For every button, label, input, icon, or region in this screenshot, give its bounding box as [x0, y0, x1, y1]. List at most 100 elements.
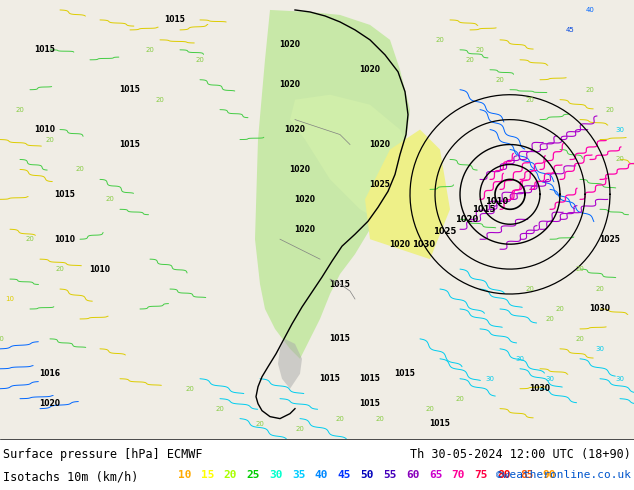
Text: 20: 20: [476, 47, 484, 53]
Text: Th 30-05-2024 12:00 UTC (18+90): Th 30-05-2024 12:00 UTC (18+90): [410, 448, 631, 461]
Text: 1030: 1030: [590, 304, 611, 314]
Text: 20: 20: [546, 316, 555, 322]
Text: 1020: 1020: [389, 240, 410, 249]
Text: 1020: 1020: [280, 80, 301, 89]
Text: 35: 35: [292, 470, 306, 480]
Text: 1010: 1010: [55, 235, 75, 244]
Text: 1020: 1020: [295, 195, 316, 204]
Text: 20: 20: [595, 286, 604, 292]
Text: 1020: 1020: [295, 225, 316, 234]
Text: 20: 20: [155, 97, 164, 103]
Text: 30: 30: [616, 376, 624, 382]
Text: 20: 20: [586, 87, 595, 93]
Text: 20: 20: [16, 107, 25, 113]
Text: 1015: 1015: [394, 369, 415, 378]
Text: ©weatheronline.co.uk: ©weatheronline.co.uk: [496, 470, 631, 480]
Text: 1010: 1010: [34, 125, 56, 134]
Text: 20: 20: [335, 416, 344, 421]
Text: 20: 20: [605, 107, 614, 113]
Text: 20: 20: [456, 396, 465, 402]
Text: 20: 20: [526, 286, 534, 292]
Text: 10: 10: [6, 296, 15, 302]
Text: 1015: 1015: [330, 334, 351, 343]
Text: 20: 20: [256, 420, 264, 427]
Text: 30: 30: [545, 376, 555, 382]
Text: 1020: 1020: [359, 65, 380, 74]
Text: 1020: 1020: [285, 125, 306, 134]
Text: 55: 55: [383, 470, 397, 480]
Text: 85: 85: [520, 470, 533, 480]
Text: 20: 20: [106, 196, 115, 202]
Text: 20: 20: [616, 156, 624, 163]
Text: Isotachs 10m (km/h): Isotachs 10m (km/h): [3, 470, 138, 483]
Text: 80: 80: [497, 470, 511, 480]
Text: 1030: 1030: [412, 240, 435, 249]
Text: 1015: 1015: [120, 85, 141, 94]
Text: 60: 60: [406, 470, 420, 480]
Text: 20: 20: [75, 167, 84, 172]
Text: 1020: 1020: [39, 399, 60, 408]
Text: 20: 20: [195, 57, 204, 63]
Text: 20: 20: [216, 406, 224, 412]
Text: 1025: 1025: [600, 235, 621, 244]
Text: 30: 30: [269, 470, 283, 480]
Text: 25: 25: [247, 470, 260, 480]
Text: 20: 20: [56, 266, 65, 272]
Text: 20: 20: [465, 57, 474, 63]
Text: 30: 30: [595, 346, 604, 352]
Text: 1010: 1010: [89, 265, 110, 273]
Text: 20: 20: [496, 77, 505, 83]
Text: 20: 20: [555, 306, 564, 312]
Text: 20: 20: [526, 97, 534, 103]
Text: 20: 20: [375, 416, 384, 421]
Polygon shape: [278, 339, 302, 389]
Text: 1015: 1015: [330, 280, 351, 289]
Text: 1015: 1015: [55, 190, 75, 199]
Polygon shape: [290, 95, 420, 229]
Text: 1015: 1015: [430, 419, 450, 428]
Text: 20: 20: [0, 336, 4, 342]
Text: 20: 20: [295, 426, 304, 432]
Text: 1030: 1030: [529, 384, 550, 393]
Text: 20: 20: [46, 137, 55, 143]
Text: 1015: 1015: [320, 374, 340, 383]
Text: 1025: 1025: [370, 180, 391, 189]
Text: 10: 10: [178, 470, 191, 480]
Text: 20: 20: [576, 266, 585, 272]
Text: 30: 30: [515, 356, 524, 362]
Text: 20: 20: [436, 37, 444, 43]
Text: 65: 65: [429, 470, 443, 480]
Text: 20: 20: [576, 336, 585, 342]
Text: 40: 40: [586, 7, 595, 13]
Text: 50: 50: [360, 470, 374, 480]
Text: 45: 45: [337, 470, 351, 480]
Text: 20: 20: [224, 470, 237, 480]
Text: 1020: 1020: [290, 165, 311, 174]
Text: 1015: 1015: [165, 15, 185, 24]
Text: 1025: 1025: [434, 227, 456, 236]
Text: 1020: 1020: [455, 215, 478, 224]
Text: 20: 20: [425, 406, 434, 412]
Text: 40: 40: [315, 470, 328, 480]
Text: 1020: 1020: [280, 40, 301, 49]
Text: 15: 15: [201, 470, 214, 480]
Text: 1020: 1020: [370, 140, 391, 149]
Text: 1010: 1010: [486, 197, 508, 206]
Text: 75: 75: [474, 470, 488, 480]
Text: 30: 30: [486, 376, 495, 382]
Text: Surface pressure [hPa] ECMWF: Surface pressure [hPa] ECMWF: [3, 448, 202, 461]
Text: 30: 30: [616, 126, 624, 133]
Text: 45: 45: [566, 27, 574, 33]
Text: 20: 20: [146, 47, 155, 53]
Polygon shape: [365, 129, 450, 259]
Polygon shape: [255, 10, 410, 359]
Text: 70: 70: [451, 470, 465, 480]
Text: 1016: 1016: [39, 369, 60, 378]
Text: 20: 20: [186, 386, 195, 392]
Text: 1015: 1015: [35, 46, 55, 54]
Text: 20: 20: [25, 236, 34, 242]
Text: 90: 90: [543, 470, 556, 480]
Text: 1015: 1015: [472, 205, 496, 214]
Text: 1015: 1015: [359, 374, 380, 383]
Text: 1015: 1015: [359, 399, 380, 408]
